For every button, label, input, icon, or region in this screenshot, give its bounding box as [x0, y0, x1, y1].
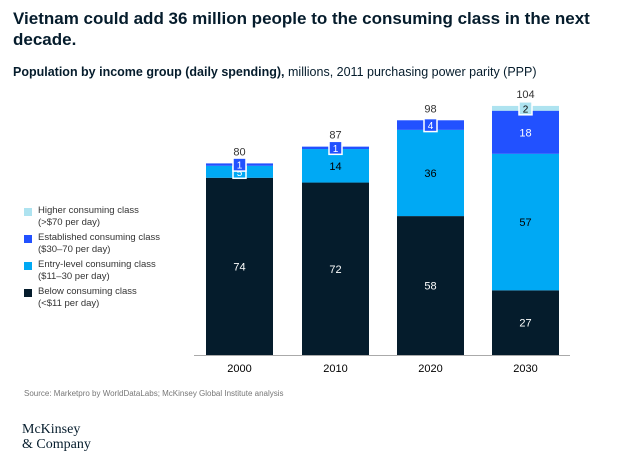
source-note: Source: Marketpro by WorldDataLabs; McKi…	[24, 389, 284, 398]
data-label-entry-level-consuming-class-2000: 5	[237, 168, 243, 179]
legend-item-higher: Higher consuming class (>$70 per day)	[24, 205, 214, 232]
data-label-below-consuming-class-2000: 74	[233, 261, 245, 273]
total-label-2000: 80	[233, 146, 245, 158]
legend-swatch-established	[24, 235, 32, 243]
bar-below-consuming-class-2020	[397, 216, 464, 355]
logo-line-2: & Company	[22, 437, 91, 452]
category-label-2000: 2000	[227, 363, 251, 375]
bar-below-consuming-class-2000	[206, 177, 273, 355]
bar-entry-level-consuming-class-2030	[492, 153, 559, 291]
logo-line-1: McKinsey	[22, 422, 81, 437]
legend-detail-below: (<$11 per day)	[38, 298, 100, 309]
data-label-below-consuming-class-2030: 27	[519, 318, 531, 330]
legend-item-established: Established consuming class ($30–70 per d…	[24, 232, 214, 259]
data-badge-higher-consuming-class-2030	[518, 101, 533, 116]
legend-label-established: Established consuming class	[38, 232, 160, 243]
category-label-2020: 2020	[418, 363, 442, 375]
data-label-below-consuming-class-2010: 72	[329, 264, 341, 276]
bar-established-consuming-class-2030	[492, 110, 559, 154]
data-label-established-consuming-class-2010: 1	[333, 144, 339, 155]
bar-below-consuming-class-2010	[302, 182, 369, 355]
legend-label-below: Below consuming class	[38, 286, 137, 297]
legend-swatch-entry	[24, 262, 32, 270]
legend-label-entry: Entry-level consuming class	[38, 259, 156, 270]
total-label-2030: 104	[516, 89, 534, 101]
category-label-2010: 2010	[323, 363, 347, 375]
data-badge-established-consuming-class-2010	[328, 140, 343, 156]
data-label-entry-level-consuming-class-2010: 14	[329, 161, 341, 173]
legend-item-entry: Entry-level consuming class ($11–30 per d…	[24, 259, 214, 286]
legend: Higher consuming class (>$70 per day) Est…	[24, 205, 214, 313]
data-label-entry-level-consuming-class-2030: 57	[519, 217, 531, 229]
data-label-established-consuming-class-2020: 4	[428, 121, 434, 132]
bar-entry-level-consuming-class-2020	[397, 129, 464, 217]
legend-detail-entry: ($11–30 per day)	[38, 271, 110, 282]
legend-swatch-higher	[24, 208, 32, 216]
total-label-2020: 98	[424, 103, 436, 115]
legend-detail-higher: (>$70 per day)	[38, 217, 101, 228]
legend-detail-established: ($30–70 per day)	[38, 244, 111, 255]
chart-title: Vietnam could add 36 million people to t…	[13, 9, 590, 49]
data-badge-established-consuming-class-2000	[232, 157, 247, 172]
legend-item-below: Below consuming class (<$11 per day)	[24, 286, 214, 313]
legend-swatch-below	[24, 289, 32, 297]
total-label-2010: 87	[329, 130, 341, 142]
legend-label-higher: Higher consuming class	[38, 205, 139, 216]
subtitle-rest: millions, 2011 purchasing power parity (…	[284, 65, 537, 79]
category-label-2030: 2030	[513, 363, 537, 375]
data-label-established-consuming-class-2030: 18	[519, 127, 531, 139]
data-badge-established-consuming-class-2020	[423, 117, 438, 133]
data-label-higher-consuming-class-2030: 2	[523, 104, 529, 115]
data-label-below-consuming-class-2020: 58	[424, 281, 436, 293]
subtitle-bold: Population by income group (daily spendi…	[13, 65, 285, 79]
mckinsey-logo: McKinsey & Company	[22, 422, 91, 452]
data-label-established-consuming-class-2000: 1	[237, 161, 243, 172]
data-label-entry-level-consuming-class-2020: 36	[424, 168, 436, 180]
chart-subtitle: Population by income group (daily spendi…	[13, 64, 613, 80]
bar-below-consuming-class-2030	[492, 290, 559, 355]
